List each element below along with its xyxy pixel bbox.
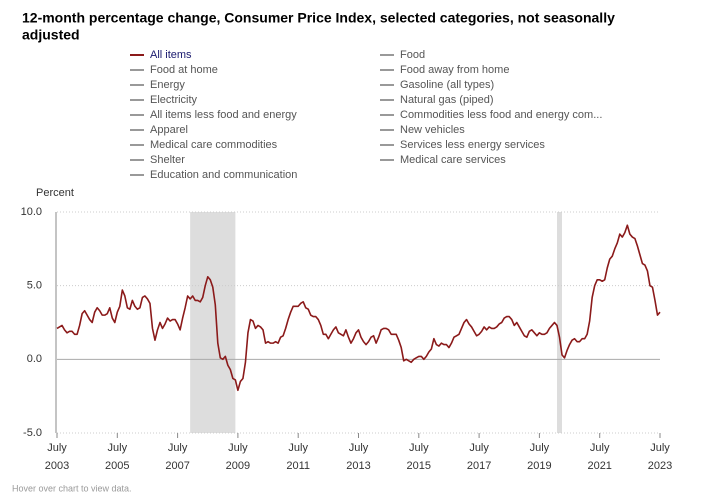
series-line [56,224,661,392]
x-tick-label: 2013 [346,460,370,472]
y-tick-label: -5.0 [23,427,42,439]
x-tick-label: 2019 [527,460,551,472]
x-tick-label: 2017 [467,460,491,472]
legend-label[interactable]: Food at home [150,64,218,76]
y-axis-label: Percent [36,187,74,199]
x-tick-label: 2005 [105,460,129,472]
x-tick-label: 2007 [165,460,189,472]
x-tick-label: July [469,442,489,454]
legend-label[interactable]: New vehicles [400,124,465,136]
legend-label[interactable]: Electricity [150,94,198,106]
legend-label[interactable]: Medical care commodities [150,139,278,151]
recession-shade [190,212,236,433]
legend-label[interactable]: Medical care services [400,154,506,166]
recession-shade [556,212,563,433]
x-tick-label: July [650,442,670,454]
legend-label[interactable]: Commodities less food and energy com... [400,109,602,121]
legend-label[interactable]: Apparel [150,124,188,136]
x-tick-label: July [288,442,308,454]
legend-label[interactable]: Services less energy services [400,139,545,151]
x-tick-label: July [108,442,128,454]
x-tick-label: 2011 [286,460,310,472]
x-tick-label: 2021 [587,460,611,472]
x-tick-label: 2009 [226,460,250,472]
y-tick-label: 0.0 [27,353,42,365]
x-tick-label: July [530,442,550,454]
x-tick-label: July [409,442,429,454]
legend-label[interactable]: Shelter [150,154,185,166]
chart-title: 12-month percentage change, Consumer Pri… [22,10,615,26]
legend-label[interactable]: Gasoline (all types) [400,79,494,91]
legend-label[interactable]: Education and communication [150,169,297,181]
x-tick-label: July [168,442,188,454]
y-tick-label: 10.0 [21,206,42,218]
legend-label[interactable]: Natural gas (piped) [400,94,494,106]
x-tick-label: July [349,442,369,454]
chart-title: adjusted [22,27,80,43]
x-tick-label: July [228,442,248,454]
legend-label[interactable]: Food away from home [400,64,509,76]
x-tick-label: July [47,442,67,454]
note: Hover over chart to view data. [12,483,132,492]
legend-label[interactable]: Food [400,49,425,61]
y-tick-label: 5.0 [27,280,42,292]
legend-label[interactable]: All items less food and energy [150,109,297,121]
x-tick-label: 2003 [45,460,69,472]
x-tick-label: July [590,442,610,454]
legend-label[interactable]: All items [150,49,192,61]
legend-label[interactable]: Energy [150,79,185,91]
x-tick-label: 2015 [407,460,431,472]
x-tick-label: 2023 [648,460,672,472]
